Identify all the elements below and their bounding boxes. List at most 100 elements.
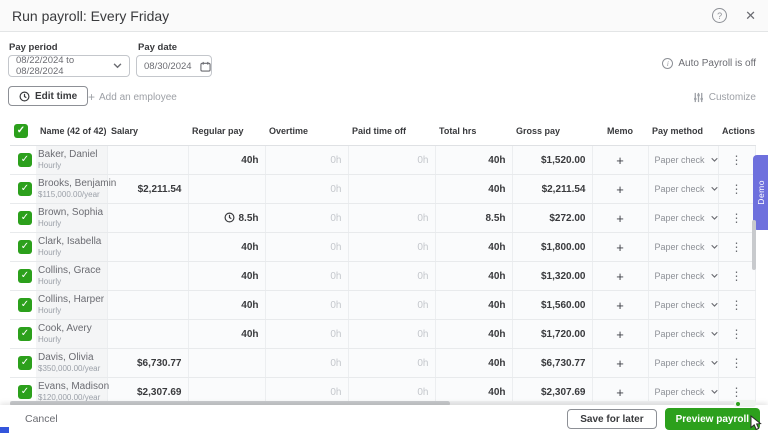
select-all-checkbox[interactable]: ✓ xyxy=(14,124,28,138)
employee-name: Baker, Daniel xyxy=(38,148,98,160)
add-employee-button[interactable]: + Add an employee xyxy=(88,91,177,103)
row-actions-menu[interactable]: ⋮ xyxy=(730,356,743,370)
table-row: ✓ Cook, Avery Hourly 40h 0h 0h 40h $1,72… xyxy=(10,319,756,349)
auto-payroll-text: Auto Payroll is off xyxy=(678,58,756,69)
row-actions-menu[interactable]: ⋮ xyxy=(730,240,743,254)
pay-method-dropdown[interactable]: Paper check xyxy=(655,300,718,310)
paid-time-off-cell[interactable]: 0h xyxy=(348,145,436,175)
help-icon[interactable]: ? xyxy=(712,8,728,23)
overtime-cell[interactable]: 0h xyxy=(265,261,349,291)
employee-name: Evans, Madison xyxy=(38,380,110,392)
paid-time-off-cell[interactable]: 0h xyxy=(348,348,436,378)
row-checkbox[interactable]: ✓ xyxy=(18,153,32,167)
paid-time-off-cell[interactable]: 0h xyxy=(348,203,436,233)
employee-pay-basis: Hourly xyxy=(38,161,62,171)
gross-pay-cell: $1,800.00 xyxy=(512,232,593,262)
overtime-cell[interactable]: 0h xyxy=(265,319,349,349)
employee-name: Brooks, Benjamin xyxy=(38,177,117,189)
edit-time-button[interactable]: Edit time xyxy=(8,86,89,106)
pay-method-dropdown[interactable]: Paper check xyxy=(655,213,718,223)
paid-time-off-cell[interactable]: 0h xyxy=(348,319,436,349)
vertical-scrollbar[interactable] xyxy=(752,220,756,270)
row-actions-menu[interactable]: ⋮ xyxy=(730,385,743,399)
corner-accent xyxy=(0,427,9,433)
pay-method-value: Paper check xyxy=(654,358,705,368)
employee-pay-basis: $120,000.00/year xyxy=(38,393,101,403)
recording-badge xyxy=(734,400,756,407)
pay-method-dropdown[interactable]: Paper check xyxy=(655,242,718,252)
horizontal-scrollbar[interactable] xyxy=(10,401,755,406)
save-for-later-button[interactable]: Save for later xyxy=(567,409,657,429)
paid-time-off-cell[interactable]: 0h xyxy=(348,261,436,291)
regular-pay-cell[interactable]: 40h xyxy=(188,261,266,291)
add-memo-button[interactable]: + xyxy=(616,152,624,168)
pay-method-dropdown[interactable]: Paper check xyxy=(655,271,718,281)
row-actions-menu[interactable]: ⋮ xyxy=(730,269,743,283)
add-memo-button[interactable]: + xyxy=(616,181,624,197)
regular-pay-cell[interactable]: 8.5h xyxy=(188,203,266,233)
overtime-cell[interactable]: 0h xyxy=(265,145,349,175)
row-checkbox[interactable]: ✓ xyxy=(18,385,32,399)
overtime-cell[interactable]: 0h xyxy=(265,232,349,262)
salary-cell[interactable] xyxy=(107,203,189,233)
employee-name: Collins, Harper xyxy=(38,293,105,305)
pay-date-input[interactable]: 08/30/2024 xyxy=(136,55,212,77)
salary-cell[interactable] xyxy=(107,145,189,175)
pay-method-dropdown[interactable]: Paper check xyxy=(655,184,718,194)
pay-method-dropdown[interactable]: Paper check xyxy=(655,387,718,397)
row-checkbox[interactable]: ✓ xyxy=(18,269,32,283)
add-memo-button[interactable]: + xyxy=(616,239,624,255)
add-memo-button[interactable]: + xyxy=(616,355,624,371)
row-checkbox[interactable]: ✓ xyxy=(18,211,32,225)
pay-method-dropdown[interactable]: Paper check xyxy=(654,358,718,368)
regular-pay-cell[interactable]: 40h xyxy=(188,319,266,349)
overtime-cell[interactable]: 0h xyxy=(265,174,349,204)
salary-cell[interactable] xyxy=(107,261,189,291)
add-memo-button[interactable]: + xyxy=(616,384,624,400)
regular-pay-cell[interactable]: 40h xyxy=(188,290,266,320)
salary-cell[interactable] xyxy=(107,232,189,262)
regular-pay-cell[interactable]: 40h xyxy=(188,232,266,262)
regular-pay-cell[interactable] xyxy=(188,348,266,378)
row-actions-menu[interactable]: ⋮ xyxy=(730,327,743,341)
row-checkbox[interactable]: ✓ xyxy=(18,182,32,196)
add-memo-button[interactable]: + xyxy=(616,297,624,313)
paid-time-off-cell[interactable] xyxy=(348,174,436,204)
cancel-button[interactable]: Cancel xyxy=(25,413,58,425)
regular-pay-cell[interactable] xyxy=(188,174,266,204)
pay-method-dropdown[interactable]: Paper check xyxy=(655,155,718,165)
demo-side-tab[interactable]: Demo xyxy=(753,155,768,230)
row-actions-menu[interactable]: ⋮ xyxy=(730,298,743,312)
employee-pay-basis: $350,000.00/year xyxy=(38,364,101,374)
overtime-cell[interactable]: 0h xyxy=(265,348,349,378)
info-icon[interactable]: i xyxy=(662,58,674,69)
salary-cell[interactable]: $2,211.54 xyxy=(107,174,189,204)
overtime-cell[interactable]: 0h xyxy=(265,203,349,233)
add-memo-button[interactable]: + xyxy=(616,326,624,342)
customize-button[interactable]: Customize xyxy=(693,92,756,103)
chevron-down-icon xyxy=(710,389,718,394)
add-memo-button[interactable]: + xyxy=(616,268,624,284)
pay-method-dropdown[interactable]: Paper check xyxy=(655,329,718,339)
row-checkbox[interactable]: ✓ xyxy=(18,298,32,312)
row-actions-menu[interactable]: ⋮ xyxy=(730,153,743,167)
employee-pay-basis: Hourly xyxy=(38,277,62,287)
overtime-cell[interactable]: 0h xyxy=(265,290,349,320)
pay-period-label: Pay period xyxy=(9,42,58,53)
row-checkbox[interactable]: ✓ xyxy=(18,356,32,370)
row-checkbox[interactable]: ✓ xyxy=(18,327,32,341)
paid-time-off-cell[interactable]: 0h xyxy=(348,232,436,262)
pay-date-value: 08/30/2024 xyxy=(144,60,192,72)
salary-cell[interactable] xyxy=(107,290,189,320)
close-icon[interactable]: ✕ xyxy=(745,8,756,23)
paid-time-off-cell[interactable]: 0h xyxy=(348,290,436,320)
row-actions-menu[interactable]: ⋮ xyxy=(730,182,743,196)
add-memo-button[interactable]: + xyxy=(616,210,624,226)
salary-cell[interactable]: $6,730.77 xyxy=(107,348,189,378)
row-checkbox[interactable]: ✓ xyxy=(18,240,32,254)
row-actions-menu[interactable]: ⋮ xyxy=(730,211,743,225)
regular-pay-cell[interactable]: 40h xyxy=(188,145,266,175)
pay-period-select[interactable]: 08/22/2024 to 08/28/2024 xyxy=(8,55,130,77)
salary-cell[interactable] xyxy=(107,319,189,349)
preview-payroll-button[interactable]: Preview payroll xyxy=(664,408,760,430)
